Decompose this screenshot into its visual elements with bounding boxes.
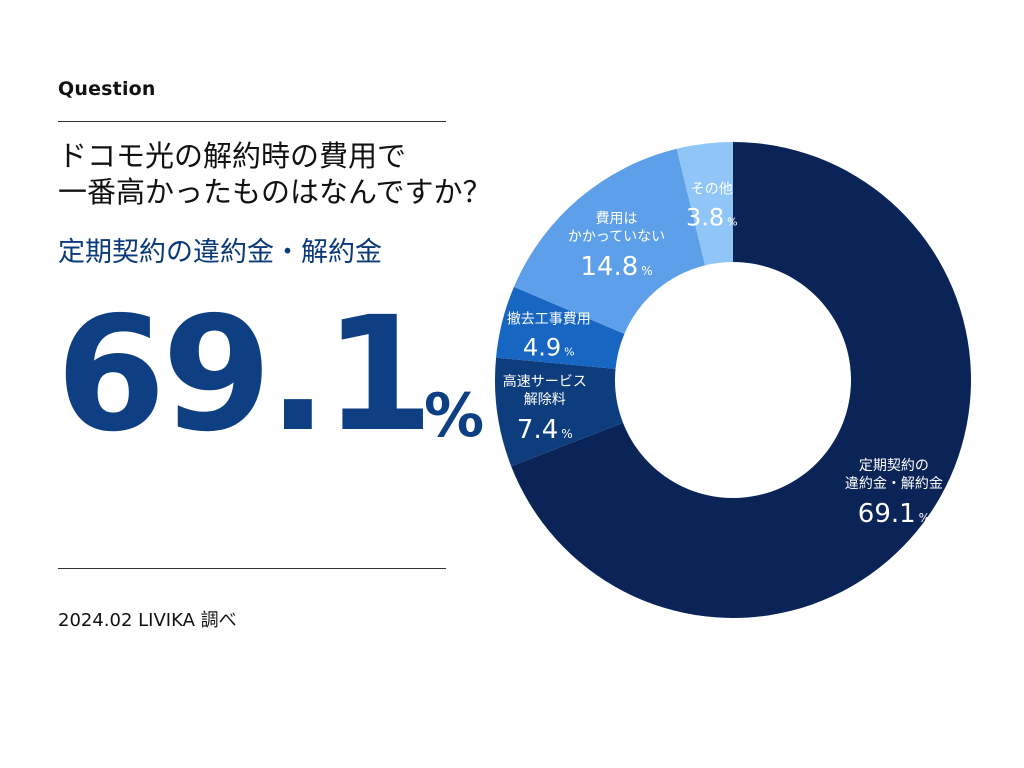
bottom-divider	[58, 568, 446, 569]
donut-slice	[511, 142, 971, 619]
donut-slice	[495, 357, 624, 467]
slice-name-label: 撤去工事費用	[507, 311, 591, 327]
slice-value-label: 69.1%	[858, 499, 930, 529]
slice-name-label: 定期契約の	[859, 458, 929, 474]
question-text: ドコモ光の解約時の費用で 一番高かったものはなんですか？	[58, 138, 492, 210]
big-percentage-value: 69.1	[56, 283, 434, 467]
answer-title: 定期契約の違約金・解約金	[58, 237, 382, 268]
slice-name-label: 違約金・解約金	[845, 476, 943, 492]
question-line-1: ドコモ光の解約時の費用で	[58, 139, 407, 173]
donut-slice	[513, 148, 706, 334]
slice-name-label: その他	[691, 181, 733, 197]
donut-slice	[496, 286, 625, 369]
question-label: Question	[58, 78, 156, 100]
donut-slices	[495, 142, 971, 619]
slice-name-label: 費用は	[596, 211, 638, 227]
slice-value-label: 7.4%	[517, 415, 573, 445]
slice-name-label: かかっていない	[568, 229, 665, 245]
slice-name-label: 解除料	[524, 392, 566, 408]
big-percentage-unit: %	[424, 381, 485, 451]
top-divider	[58, 121, 446, 122]
slice-value-label: 4.9%	[523, 333, 575, 361]
slice-value-label: 14.8%	[580, 252, 652, 282]
slice-value-label: 3.8%	[686, 203, 738, 231]
slice-name-label: 高速サービス	[503, 373, 587, 390]
question-line-2: 一番高かったものはなんですか？	[58, 175, 492, 209]
source-note: 2024.02 LIVIKA 調べ	[58, 610, 237, 631]
donut-slice	[676, 142, 733, 266]
